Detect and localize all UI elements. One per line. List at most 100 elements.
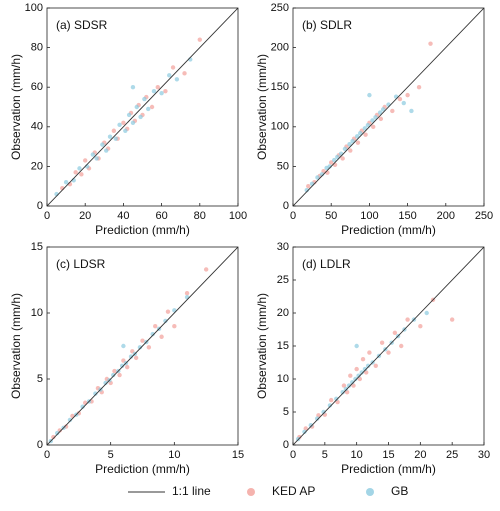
y-axis-label: Observation (mm/h)	[9, 293, 23, 399]
point	[386, 350, 391, 355]
y-tick-label: 5	[283, 406, 289, 418]
point	[153, 324, 158, 329]
point	[174, 77, 180, 82]
point	[338, 151, 344, 156]
y-tick-label: 0	[37, 200, 43, 212]
y-tick-label: 30	[277, 241, 289, 253]
point	[163, 88, 168, 94]
point	[67, 417, 73, 423]
point	[428, 41, 433, 46]
point	[399, 343, 404, 349]
panel: 0 5 10 15 0 5 10 15 (c) LDSR Prediction (mm/h) Obs…	[9, 241, 244, 476]
point	[316, 413, 321, 418]
point	[170, 65, 176, 70]
point	[165, 309, 171, 314]
x-tick-label: 0	[44, 449, 50, 461]
point	[121, 120, 126, 126]
point	[329, 160, 334, 165]
point	[327, 403, 333, 408]
y-tick-label: 50	[277, 160, 289, 172]
point	[159, 334, 164, 339]
point	[346, 383, 352, 388]
panel: 0 5 10 15 20 25 30 0 5 10 15 20 25 30 (d) LDLR Predicti…	[255, 241, 490, 476]
x-tick-label: 5	[108, 449, 114, 461]
point	[347, 142, 352, 147]
point	[119, 363, 125, 368]
y-tick-label: 15	[31, 241, 43, 253]
x-tick-label: 80	[194, 210, 206, 222]
y-tick-label: 10	[277, 373, 289, 385]
point	[424, 310, 429, 316]
y-tick-label: 0	[37, 439, 43, 451]
y-tick-label: 0	[283, 439, 289, 451]
point	[362, 126, 368, 131]
x-tick-label: 15	[232, 449, 244, 461]
point	[315, 175, 320, 180]
panel-title: (a) SDSR	[56, 18, 108, 32]
one-to-one-line	[47, 8, 238, 206]
point	[362, 366, 368, 372]
point	[329, 397, 334, 403]
point	[348, 148, 353, 153]
point	[77, 166, 82, 171]
point	[112, 368, 117, 374]
point	[379, 340, 385, 345]
point	[197, 37, 202, 42]
point	[371, 124, 376, 129]
point	[332, 162, 338, 168]
x-axis-label: Prediction (mm/h)	[95, 462, 190, 476]
point	[365, 363, 371, 368]
x-tick-label: 60	[155, 210, 167, 222]
panel: 0 20 40 60 80 100 0 20 40 60 80 100 (a) SDSR Predicti…	[9, 2, 247, 237]
point	[418, 324, 423, 329]
x-tick-label: 30	[478, 449, 490, 461]
point	[357, 376, 363, 382]
point	[378, 116, 384, 122]
point	[325, 170, 330, 175]
point	[155, 85, 160, 90]
point	[90, 152, 96, 157]
point	[354, 134, 360, 139]
point	[172, 324, 177, 329]
x-tick-label: 40	[117, 210, 129, 222]
point	[73, 170, 78, 175]
point	[137, 345, 143, 350]
y-tick-label: 60	[31, 81, 43, 93]
point	[342, 146, 348, 152]
point	[358, 130, 363, 136]
point	[334, 396, 339, 401]
point	[133, 355, 139, 361]
point	[364, 370, 369, 375]
point	[409, 108, 414, 114]
one-to-one-line	[47, 247, 238, 445]
point	[340, 156, 345, 161]
y-tick-label: 20	[277, 307, 289, 319]
x-tick-label: 5	[322, 449, 328, 461]
point	[359, 370, 364, 375]
point	[390, 108, 395, 114]
x-tick-label: 50	[325, 210, 337, 222]
point	[134, 104, 139, 110]
point	[80, 404, 85, 409]
point	[63, 180, 69, 185]
panel-title: (d) LDLR	[302, 257, 351, 271]
point	[104, 148, 109, 153]
point	[353, 376, 358, 382]
point	[140, 338, 145, 343]
y-tick-label: 20	[31, 160, 43, 172]
point	[370, 118, 375, 123]
x-tick-label: 0	[44, 210, 50, 222]
point	[303, 426, 308, 431]
legend: 1:1 line KED AP GB	[128, 484, 408, 498]
legend-label: GB	[391, 484, 408, 498]
x-tick-label: 250	[475, 210, 493, 222]
point	[327, 164, 332, 169]
point	[319, 172, 325, 177]
point	[138, 114, 143, 120]
y-tick-label: 80	[31, 42, 43, 54]
panel-title: (b) SDLR	[302, 18, 352, 32]
point	[355, 140, 361, 145]
x-tick-label: 20	[79, 210, 91, 222]
point	[401, 100, 406, 106]
